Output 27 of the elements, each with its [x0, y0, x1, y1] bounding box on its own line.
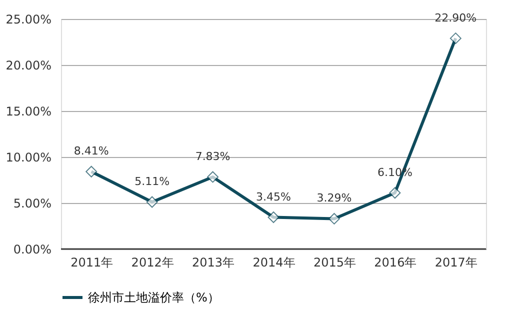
x-tick-label: 2017年	[434, 256, 478, 270]
x-tick-label: 2013年	[192, 256, 235, 270]
data-label: 7.83%	[195, 150, 230, 163]
y-tick-label: 0.00%	[13, 242, 52, 256]
y-tick-label: 5.00%	[13, 196, 52, 210]
x-tick-label: 2014年	[252, 256, 296, 270]
point	[328, 212, 340, 224]
x-tick-label: 2011年	[70, 256, 114, 270]
x-tick-label: 2016年	[374, 256, 417, 270]
x-tick-label: 2015年	[313, 256, 356, 270]
y-tick-label: 25.00%	[6, 12, 52, 26]
point	[146, 196, 158, 208]
data-label: 3.29%	[316, 192, 352, 205]
point	[207, 171, 219, 183]
y-tick-label: 10.00%	[6, 150, 52, 164]
point	[389, 187, 401, 199]
data-label: 8.41%	[74, 144, 109, 158]
data-label: 3.45%	[256, 190, 291, 204]
legend-label: 徐州市土地溢价率（%）	[88, 290, 220, 304]
point	[86, 166, 98, 178]
y-tick-label: 20.00%	[6, 58, 52, 72]
y-tick-label: 15.00%	[6, 104, 52, 118]
point	[268, 212, 280, 224]
data-label: 5.11%	[134, 174, 170, 188]
x-tick-label: 2012年	[131, 256, 174, 270]
data-label: 22.90%	[434, 11, 477, 24]
point	[450, 32, 462, 44]
